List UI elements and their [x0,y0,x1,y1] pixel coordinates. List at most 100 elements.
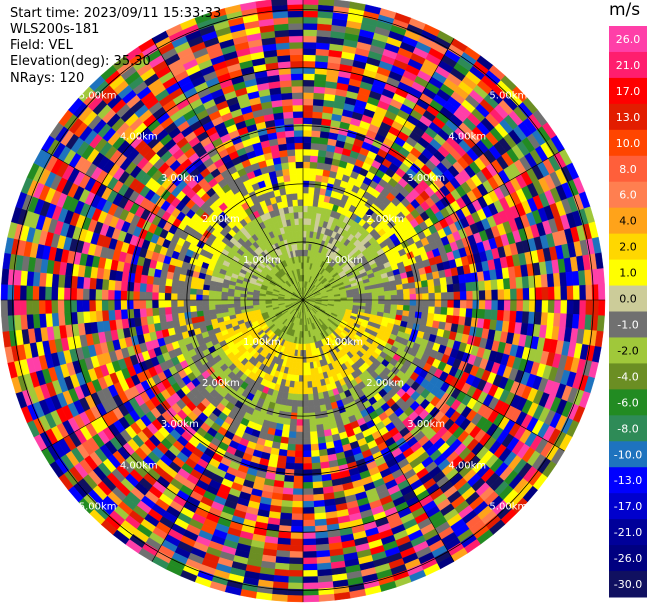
velocity-gate [44,286,52,301]
velocity-gate [63,274,72,289]
velocity-gate [307,199,314,207]
velocity-gate [535,299,543,313]
velocity-gate [126,299,134,310]
velocity-gate [311,468,322,477]
velocity-gate [189,299,197,307]
velocity-gate [515,310,524,324]
velocity-gate [298,381,304,389]
velocity-gate [302,98,314,106]
velocity-gate [359,293,367,298]
velocity-gate [146,275,155,285]
velocity-gate [302,456,312,464]
velocity-gate [466,299,474,310]
velocity-gate [302,532,316,540]
velocity-gate [76,276,85,289]
velocity-gate [176,299,184,307]
velocity-gate [310,449,320,458]
velocity-gate [288,424,297,433]
velocity-gate [170,292,178,301]
velocity-gate [139,291,147,301]
velocity-gate [57,299,65,314]
velocity-gate [306,374,312,382]
velocity-gate [452,283,461,293]
velocity-gate [522,287,530,301]
velocity-gate [302,400,309,408]
velocity-gate [420,312,429,320]
velocity-gate [289,418,297,426]
velocity-gate [396,289,404,296]
velocity-gate [164,306,172,315]
velocity-gate [189,305,197,313]
velocity-gate [296,419,304,427]
velocity-gate [585,299,593,316]
velocity-gate [88,288,96,301]
velocity-gate [510,299,518,312]
velocity-gate [451,315,460,325]
velocity-gate [292,494,304,502]
velocity-gate [220,299,228,305]
velocity-gate [579,299,587,316]
velocity-gate [302,48,317,56]
velocity-gate [297,393,304,401]
velocity-gate [315,424,324,432]
velocity-gate [132,290,140,301]
velocity-gate [252,299,260,303]
velocity-gate [302,205,309,213]
velocity-gate [292,387,299,395]
velocity-gate [114,299,122,311]
velocity-gate [311,123,322,132]
velocity-gate [302,186,310,194]
velocity-gate [384,299,392,305]
velocity-gate [313,512,327,521]
velocity-gate [76,311,85,324]
velocity-gate [384,290,392,296]
velocity-gate [312,111,323,119]
velocity-gate [295,425,304,433]
velocity-gate [310,136,321,144]
velocity-gate [302,0,319,5]
velocity-gate [459,291,467,301]
velocity-gate [286,443,296,452]
velocity-gate [484,309,492,320]
velocity-gate [283,417,291,426]
velocity-gate [101,309,110,322]
velocity-gate [402,305,411,312]
velocity-gate [302,29,318,37]
velocity-gate [440,292,448,301]
velocity-gate [202,309,211,316]
velocity-gate [82,299,90,312]
velocity-gate [289,551,304,559]
velocity-gate [293,469,304,477]
velocity-gate [302,117,313,125]
velocity-gate [490,279,499,291]
velocity-gate [57,274,66,288]
velocity-gate [25,285,34,301]
velocity-gate [214,299,222,305]
velocity-gate [516,288,524,301]
velocity-gate [546,312,555,327]
velocity-gate [302,469,313,477]
velocity-gate [579,284,587,301]
velocity-gate [51,273,60,288]
velocity-gate [560,299,568,315]
velocity-gate [302,224,308,232]
velocity-gate [396,299,404,306]
velocity-gate [434,285,442,294]
velocity-gate [585,284,593,301]
velocity-gate [314,60,329,69]
velocity-gate [227,303,235,309]
velocity-gate [164,292,172,301]
velocity-gate [427,312,435,321]
velocity-gate [0,283,8,301]
velocity-gate [547,286,555,301]
velocity-gate [151,299,159,309]
velocity-gate [82,276,91,290]
velocity-gate [288,431,297,439]
velocity-gate [177,312,186,320]
velocity-gate [214,304,222,310]
velocity-gate [120,308,129,320]
velocity-gate [427,285,436,294]
velocity-gate [95,288,103,301]
velocity-gate [158,299,166,308]
velocity-gate [302,142,312,150]
